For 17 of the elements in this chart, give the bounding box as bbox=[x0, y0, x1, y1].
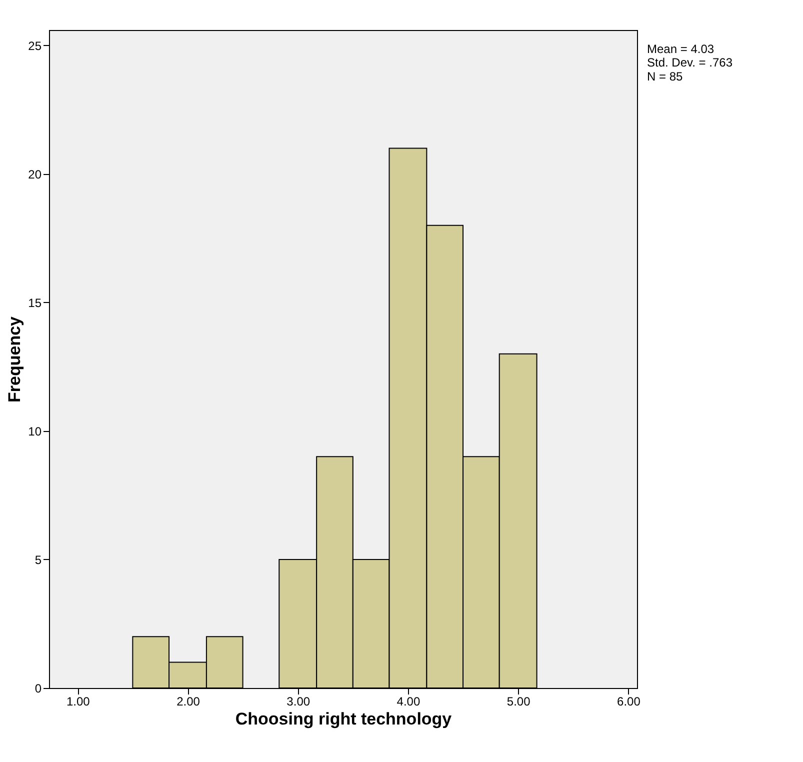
y-tick-label: 20 bbox=[28, 167, 42, 182]
text: N = 85 bbox=[647, 69, 684, 84]
y-tick-label: 0 bbox=[34, 682, 42, 696]
x-tick-label: 2.00 bbox=[176, 694, 200, 708]
x-tick-label: 3.00 bbox=[286, 694, 310, 708]
y-axis-title: Frequency bbox=[5, 316, 24, 402]
x-tick-label: 6.00 bbox=[617, 694, 641, 708]
y-tick-label: 10 bbox=[28, 424, 42, 438]
x-tick-label: 5.00 bbox=[506, 694, 531, 708]
y-tick-label: 15 bbox=[28, 296, 42, 310]
x-axis-title: Choosing right technology bbox=[235, 710, 452, 728]
x-tick-label: 4.00 bbox=[396, 694, 420, 708]
text: Mean = 4.03 bbox=[647, 42, 714, 56]
y-tick-label: 25 bbox=[28, 38, 42, 53]
x-tick-label: 1.00 bbox=[66, 694, 90, 708]
y-tick-label: 5 bbox=[34, 552, 42, 567]
text: Std. Dev. = .763 bbox=[647, 56, 733, 70]
